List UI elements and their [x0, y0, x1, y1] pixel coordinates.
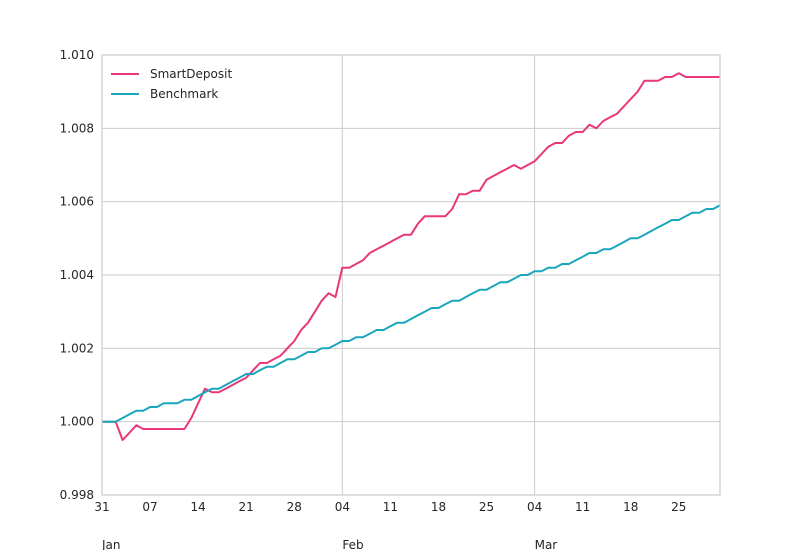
series-line-benchmark — [102, 204, 721, 423]
x-tick-label: 18 — [623, 500, 638, 514]
x-tick-label: 31 — [94, 500, 109, 514]
x-tick-label: 28 — [287, 500, 302, 514]
x-tick-label: 25 — [479, 500, 494, 514]
y-tick-label: 1.010 — [60, 48, 94, 62]
y-tick-label: 1.004 — [60, 268, 94, 282]
y-tick-label: 1.006 — [60, 195, 94, 209]
x-tick-label: 21 — [239, 500, 254, 514]
series-lines — [102, 72, 721, 441]
x-month-label: Feb — [342, 538, 363, 550]
y-tick-label: 1.000 — [60, 415, 94, 429]
legend-label: SmartDeposit — [150, 67, 232, 81]
x-month-label: Mar — [535, 538, 558, 550]
x-month-label: Jan — [101, 538, 121, 550]
x-tick-label: 14 — [190, 500, 205, 514]
y-tick-label: 1.002 — [60, 341, 94, 355]
legend: SmartDeposit Benchmark — [111, 67, 232, 101]
x-tick-label: 04 — [527, 500, 542, 514]
x-tick-label: 07 — [142, 500, 157, 514]
grid — [102, 54, 720, 496]
x-tick-label: 04 — [335, 500, 350, 514]
x-tick-label: 11 — [383, 500, 398, 514]
legend-label: Benchmark — [150, 87, 218, 101]
series-line-smartdeposit — [102, 72, 720, 441]
plot-frame — [101, 54, 721, 496]
x-axis-ticks: 31 Jan 07 14 21 28 04 Feb 11 18 25 04 Mar 11 18 25 — [94, 500, 686, 550]
x-tick-label: 18 — [431, 500, 446, 514]
y-tick-label: 1.008 — [60, 121, 94, 135]
y-axis-ticks: 0.998 1.000 1.002 1.004 1.006 1.008 1.010 — [60, 48, 94, 502]
y-tick-label: 0.998 — [60, 488, 94, 502]
x-tick-label: 11 — [575, 500, 590, 514]
x-tick-label: 25 — [671, 500, 686, 514]
